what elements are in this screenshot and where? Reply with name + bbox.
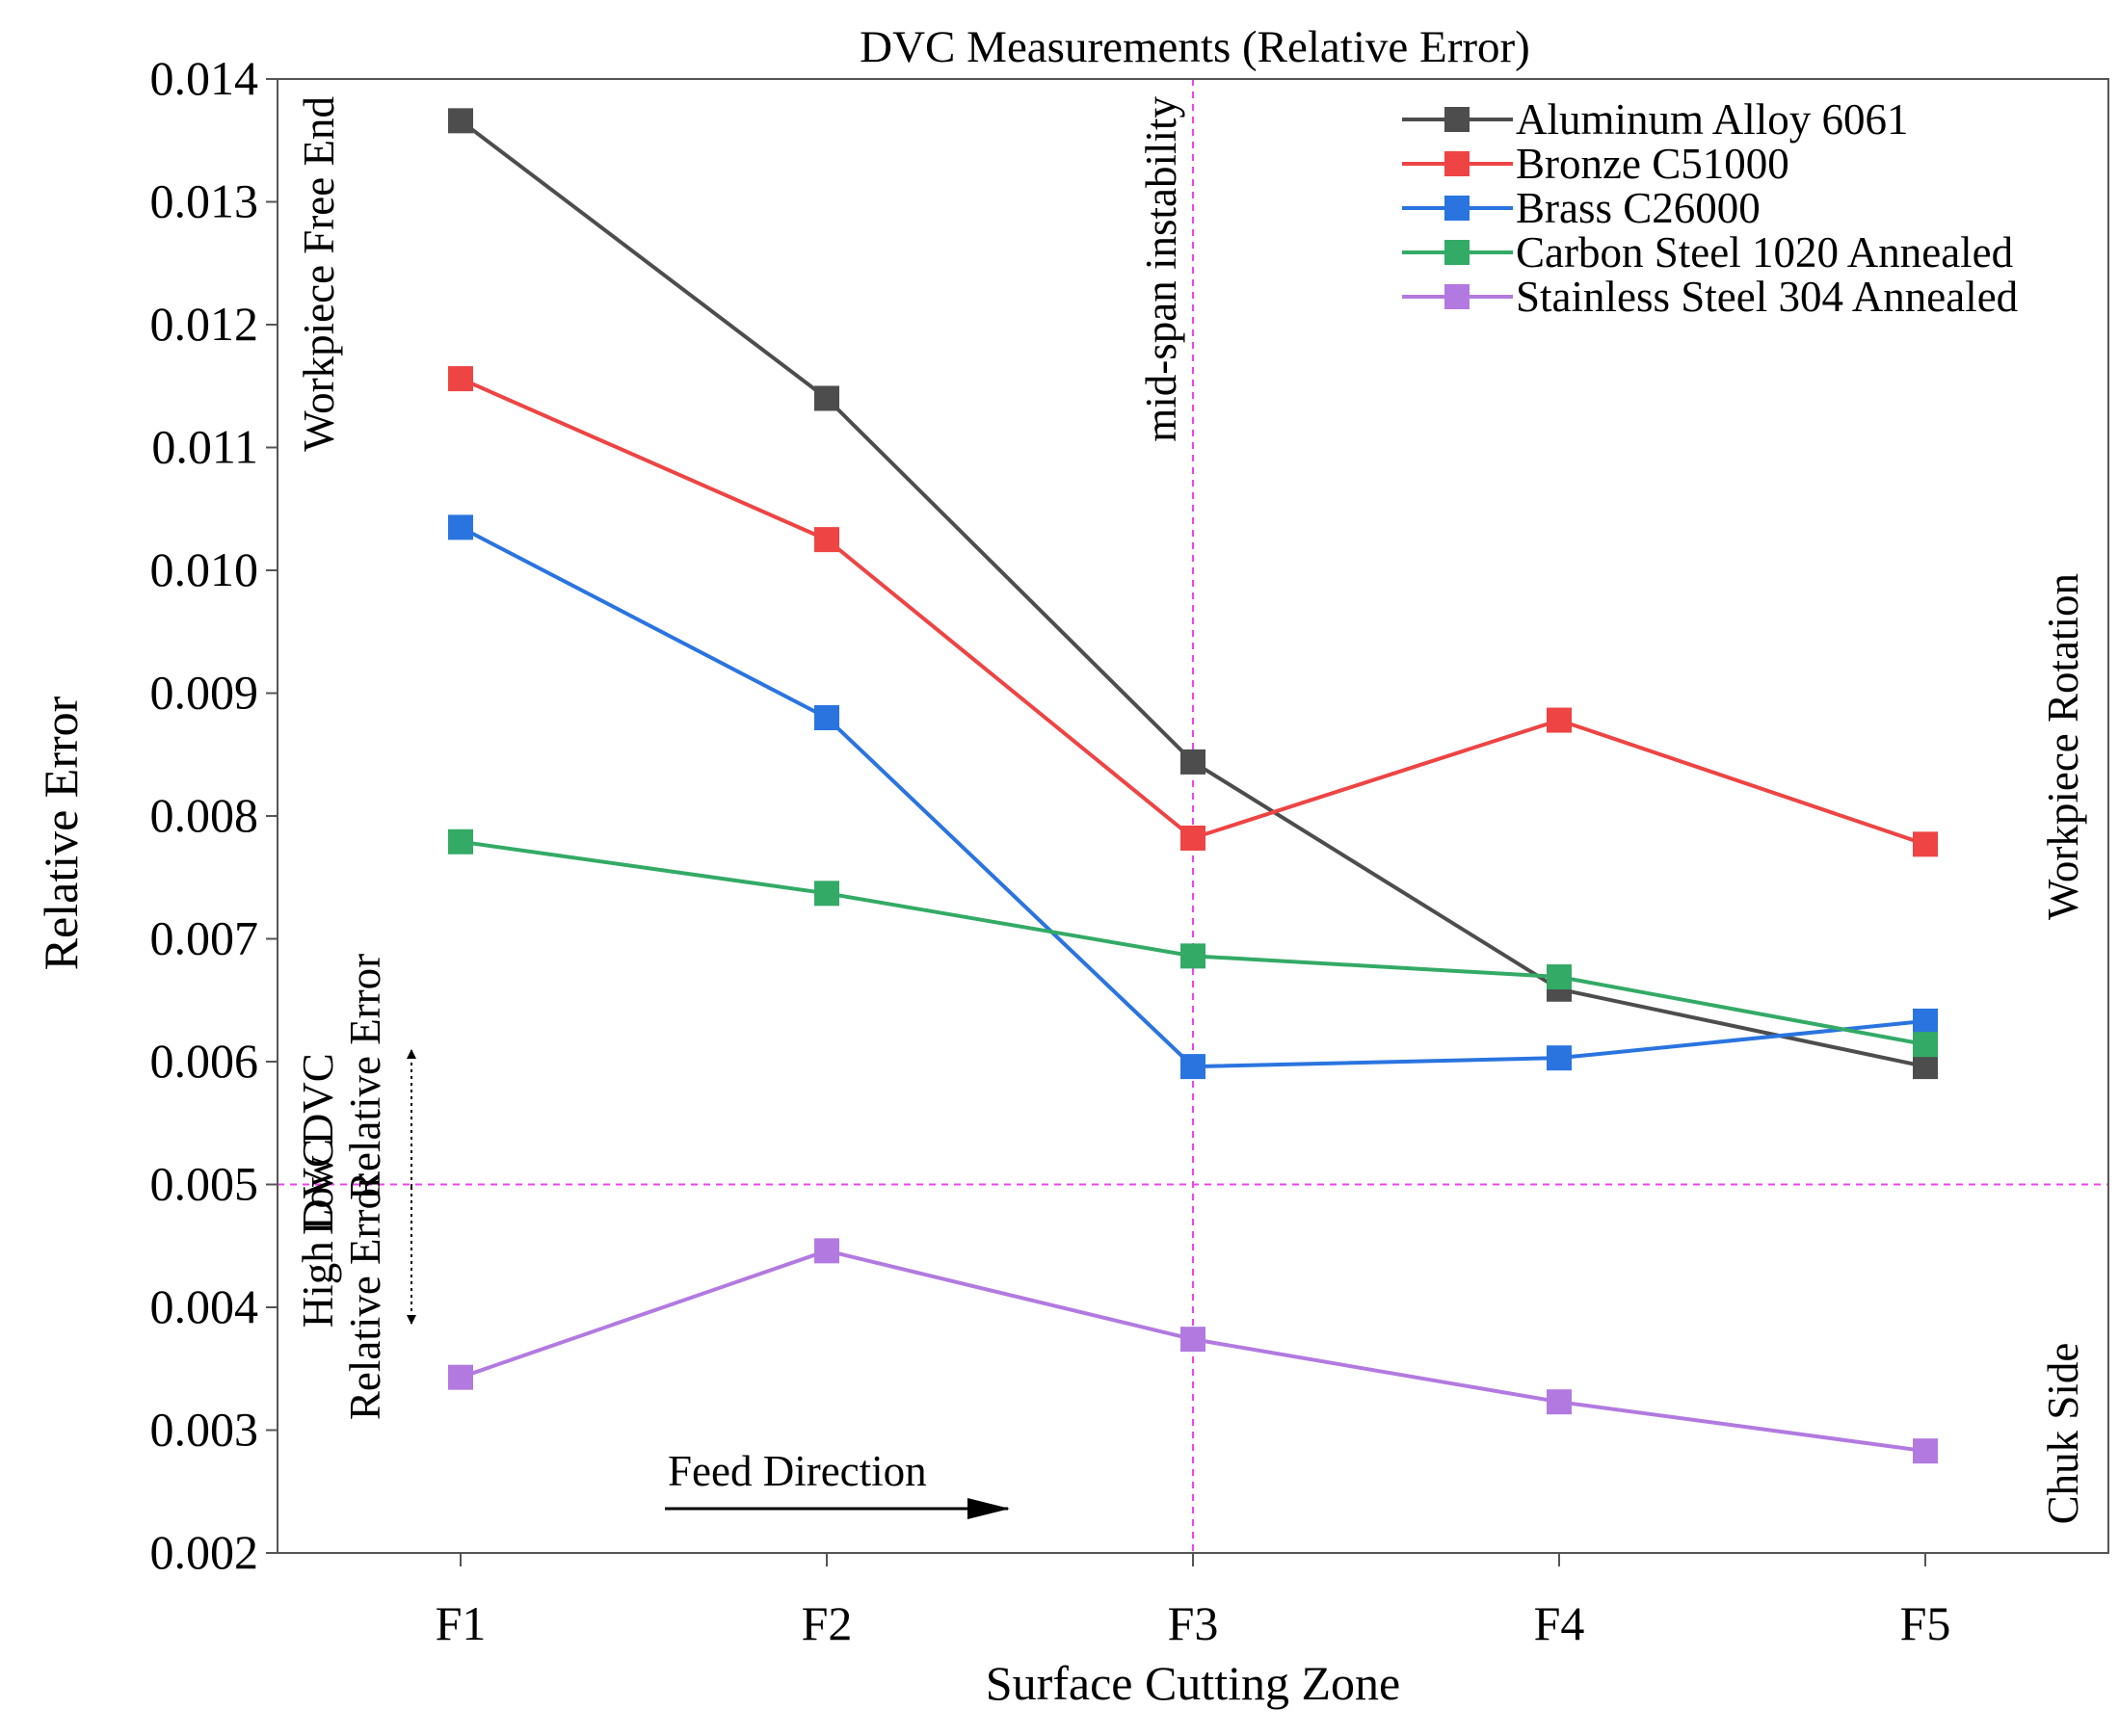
feed-direction-label: Feed Direction	[668, 1447, 927, 1495]
data-point	[814, 705, 839, 730]
legend-label: Carbon Steel 1020 Annealed	[1516, 228, 2013, 276]
data-point	[1913, 1438, 1938, 1464]
legend-swatch-marker	[1444, 151, 1470, 176]
legend-item: Carbon Steel 1020 Annealed	[1402, 228, 2013, 276]
data-point	[1913, 1054, 1938, 1080]
y-tick-label: 0.009	[150, 666, 259, 720]
mid-span-label: mid-span instability	[1137, 96, 1185, 442]
legend-item: Bronze C51000	[1402, 140, 1789, 188]
series-brass-c26000	[448, 514, 1938, 1080]
legend-label: Bronze C51000	[1516, 140, 1789, 188]
rotation-label: Workpiece Rotation	[2039, 573, 2087, 920]
y-tick-label: 0.012	[150, 297, 259, 351]
legend-swatch-marker	[1444, 107, 1470, 132]
data-point	[1180, 749, 1205, 775]
x-tick-label: F1	[436, 1596, 487, 1650]
data-point	[1547, 1389, 1572, 1415]
y-tick-label: 0.002	[150, 1525, 259, 1579]
y-tick-label: 0.014	[150, 51, 259, 105]
data-point	[1547, 707, 1572, 733]
y-tick-label: 0.010	[150, 542, 259, 596]
data-point	[814, 385, 839, 411]
legend-label: Brass C26000	[1516, 184, 1761, 232]
data-point	[1180, 825, 1205, 851]
x-tick-label: F4	[1534, 1596, 1585, 1650]
data-point	[448, 1364, 473, 1390]
data-point	[1913, 1032, 1938, 1058]
y-tick-label: 0.007	[150, 911, 259, 965]
data-point	[448, 366, 473, 392]
chuck-side-label: Chuk Side	[2039, 1343, 2087, 1525]
data-point	[814, 1238, 839, 1264]
free-end-label: Workpiece Free End	[295, 96, 343, 452]
series-carbon-steel-1020-annealed	[448, 829, 1938, 1058]
high-dvc-line2: Relative Error	[341, 1173, 389, 1420]
legend-label: Stainless Steel 304 Annealed	[1516, 273, 2018, 321]
y-axis-title: Relative Error	[34, 696, 88, 970]
low-dvc-line2: Relative Error	[341, 954, 389, 1200]
x-tick-label: F3	[1168, 1596, 1219, 1650]
reference-lines	[278, 79, 2108, 1553]
legend-item: Brass C26000	[1402, 184, 1761, 232]
chart-title: DVC Measurements (Relative Error)	[860, 22, 1530, 72]
y-tick-label: 0.008	[150, 788, 259, 842]
low-dvc-line1: Low DVC	[294, 1053, 342, 1235]
y-tick-label: 0.011	[151, 420, 258, 474]
data-point	[448, 514, 473, 540]
data-point	[1547, 1045, 1572, 1071]
data-point	[1913, 1008, 1938, 1034]
high-dvc-line1: High DVC	[294, 1139, 342, 1328]
series-layer	[448, 108, 1938, 1464]
x-tick-label: F5	[1900, 1596, 1951, 1650]
data-point	[1180, 1054, 1205, 1080]
legend-item: Aluminum Alloy 6061	[1402, 95, 1909, 144]
y-tick-label: 0.004	[150, 1279, 259, 1333]
data-point	[448, 829, 473, 855]
data-point	[1180, 943, 1205, 969]
legend-item: Stainless Steel 304 Annealed	[1402, 273, 2018, 321]
legend-swatch-marker	[1444, 196, 1470, 221]
legend-swatch-marker	[1444, 284, 1470, 309]
legend-swatch-marker	[1444, 240, 1470, 265]
series-stainless-steel-304-annealed	[448, 1238, 1938, 1464]
data-point	[1180, 1327, 1205, 1353]
y-axis: 0.002 0.003 0.004 0.005 0.006 0.007 0.008 0.009…	[150, 51, 278, 1579]
data-point	[1913, 831, 1938, 857]
data-point	[448, 108, 473, 134]
legend-label: Aluminum Alloy 6061	[1516, 95, 1909, 144]
data-point	[1547, 964, 1572, 990]
x-tick-label: F2	[802, 1596, 853, 1650]
series-bronze-c51000	[448, 366, 1938, 857]
x-axis-title: Surface Cutting Zone	[986, 1656, 1400, 1710]
data-point	[814, 527, 839, 553]
y-tick-label: 0.006	[150, 1034, 259, 1088]
y-tick-label: 0.013	[150, 174, 259, 228]
data-point	[814, 881, 839, 907]
annotations: mid-span instability Workpiece Free End …	[294, 96, 2087, 1525]
x-axis: F1 F2 F3 F4 F5	[436, 1553, 1951, 1650]
y-tick-label: 0.003	[150, 1403, 259, 1457]
y-tick-label: 0.005	[150, 1157, 259, 1211]
